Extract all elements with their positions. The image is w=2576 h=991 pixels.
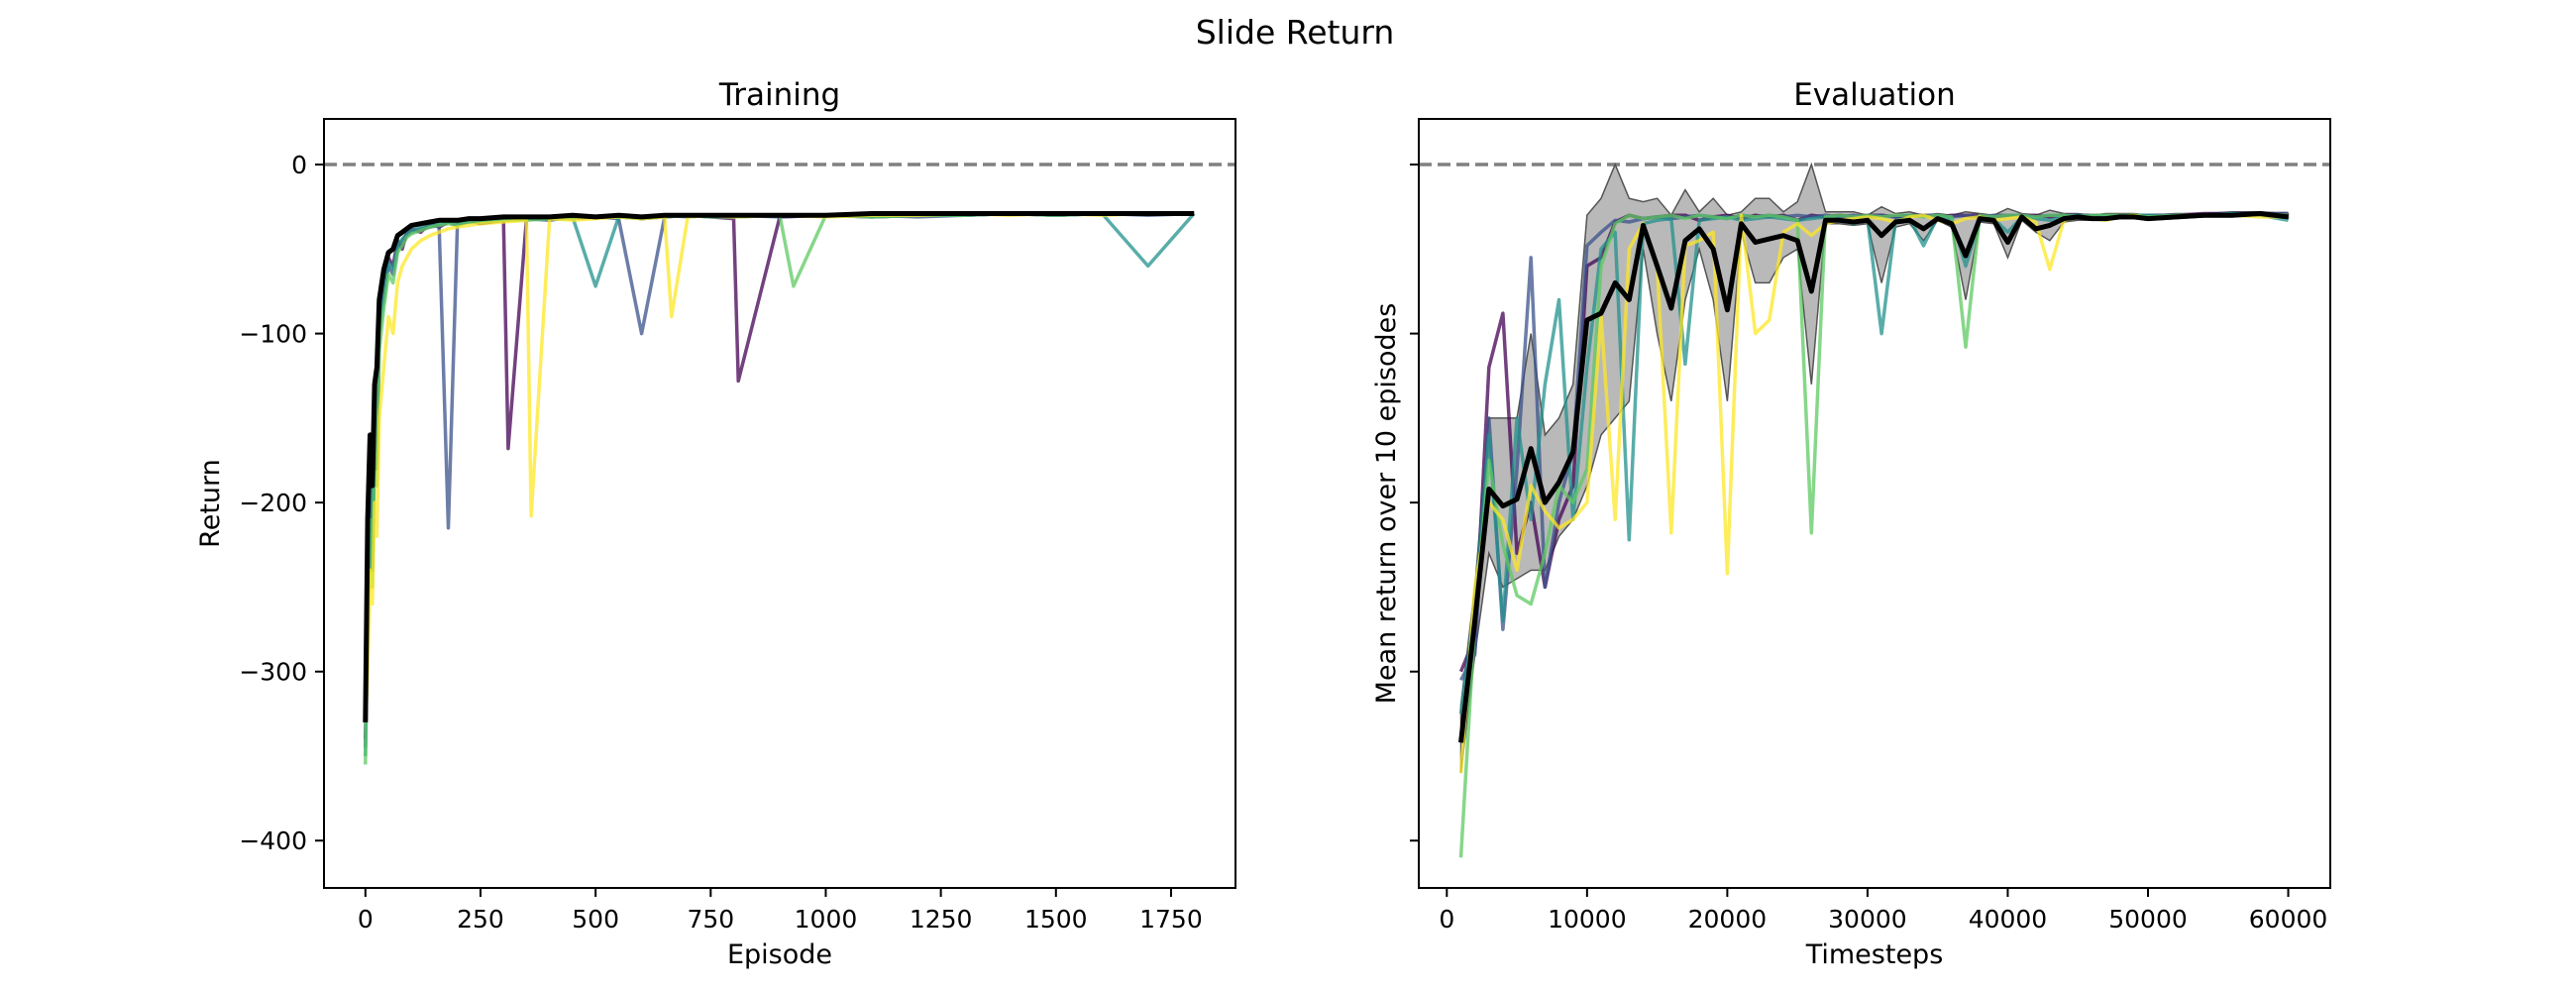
training-x-tick-label: 1000 [795,905,858,934]
figure-suptitle: Slide Return [1196,13,1395,52]
evaluation-x-tick-label: 40000 [1969,905,2048,934]
evaluation-x-axis-label: Timesteps [1805,939,1944,970]
training-mean-line [363,211,1195,722]
training-y-tick-label: −100 [239,320,307,349]
training-y-tick-label: −200 [239,489,307,517]
training-x-tick-label: 750 [687,905,734,934]
evaluation-panel: 0 10000 20000 30000 40000 50000 60000 Evaluatio… [1371,77,2331,970]
evaluation-x-tick-label: 60000 [2249,905,2328,934]
evaluation-x-tick-label: 50000 [2108,905,2188,934]
training-y-tick-label: 0 [291,151,307,179]
evaluation-x-tick-label: 20000 [1688,905,1768,934]
training-y-tick-label: −400 [239,826,307,855]
training-y-tick-label: −300 [239,658,307,687]
training-x-tick-label: 1500 [1024,905,1088,934]
evaluation-seed-line-4 [1458,211,2289,858]
evaluation-y-axis-label: Mean return over 10 episodes [1371,303,1402,705]
evaluation-x-tick-label: 0 [1439,905,1454,934]
evaluation-plot-area [1419,162,2330,858]
training-plot-area [324,163,1235,765]
training-panel: 0 250 500 750 1000 1250 1500 1750 0 −100 −200 −300 −… [195,77,1236,970]
training-axes-title: Training [718,77,840,113]
evaluation-axes-title: Evaluation [1793,77,1956,113]
training-x-tick-label: 0 [358,905,374,934]
training-x-tick-label: 1250 [910,905,973,934]
training-x-tick-label: 500 [572,905,619,934]
evaluation-mean-line [1458,211,2289,743]
training-y-axis-label: Return [195,459,226,548]
training-x-tick-label: 250 [457,905,504,934]
training-x-tick-label: 1750 [1139,905,1203,934]
training-x-axis-label: Episode [727,939,832,970]
evaluation-x-tick-label: 10000 [1548,905,1627,934]
evaluation-x-tick-label: 30000 [1828,905,1907,934]
